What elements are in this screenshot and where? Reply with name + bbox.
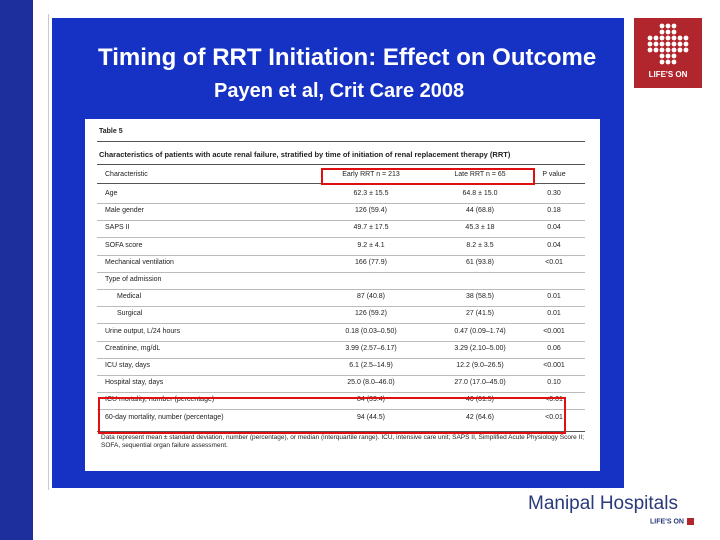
table-bottom-rule (97, 431, 585, 432)
row-late-value: 27 (41.5) (465, 310, 495, 318)
row-rule (97, 375, 585, 376)
row-early-value: 126 (59.4) (355, 207, 387, 215)
row-p-value: <0.001 (543, 362, 565, 369)
row-rule (97, 323, 585, 325)
row-late-value: 3.29 (2.10–5.00) (454, 344, 506, 352)
logo-text: LIFE'S ON (648, 70, 688, 79)
row-label: SOFA score (105, 241, 143, 249)
row-early-value: 62.3 ± 15.5 (353, 190, 389, 197)
row-late-value: 42 (64.6) (465, 413, 495, 421)
row-rule (97, 392, 585, 394)
row-label: Surgical (117, 310, 143, 318)
row-late-value: 27.0 (17.0–45.0) (454, 379, 506, 387)
left-accent-bar (0, 0, 33, 540)
row-label: ICU mortality, number (percentage) (105, 396, 215, 404)
row-late-value: 61 (93.8) (465, 258, 495, 266)
row-early-value: 84 (39.4) (356, 396, 386, 404)
row-late-value: 45.3 ± 18 (465, 224, 495, 232)
row-early-value: 0.18 (0.03–0.50) (345, 327, 397, 335)
header-early-rrt: Early RRT n = 213 (342, 171, 400, 178)
row-early-value: 6.1 (2.5–14.9) (349, 362, 393, 369)
row-p-value: <0.01 (545, 413, 563, 421)
row-late-value: 8.2 ± 3.5 (466, 241, 494, 249)
table-caption: Characteristics of patients with acute r… (99, 150, 511, 159)
table-image: Table 5 Characteristics of patients with… (85, 119, 600, 471)
row-label: Medical (117, 293, 142, 301)
row-rule (97, 289, 585, 290)
row-p-value: 0.18 (547, 207, 561, 215)
header-late-rrt: Late RRT n = 65 (454, 171, 506, 178)
caption-rule (97, 164, 585, 165)
row-label: Hospital stay, days (105, 379, 164, 387)
row-early-value: 3.99 (2.57–6.17) (345, 344, 397, 352)
table-top-rule (97, 141, 585, 142)
brand-square-icon (686, 518, 694, 525)
row-rule (97, 271, 585, 273)
row-p-value: <0.01 (545, 258, 563, 266)
row-late-value: 44 (68.8) (465, 207, 495, 215)
row-late-value: 12.2 (9.0–26.5) (456, 362, 504, 369)
row-label: Male gender (105, 207, 144, 215)
row-early-value: 9.2 ± 4.1 (357, 241, 385, 249)
row-p-value: 0.01 (547, 293, 561, 301)
highlight-rrt-columns (321, 168, 535, 185)
row-label: Age (105, 190, 118, 197)
table-label: Table 5 (99, 128, 123, 135)
row-late-value: 0.47 (0.09–1.74) (454, 327, 506, 335)
row-late-value: 38 (58.5) (465, 293, 495, 301)
row-early-value: 25.0 (8.0–46.0) (347, 379, 395, 387)
row-p-value: 0.04 (547, 241, 561, 249)
row-p-value: 0.04 (547, 224, 561, 232)
row-p-value: <0.001 (543, 327, 565, 335)
header-p-value: P value (542, 171, 566, 178)
vertical-divider (48, 14, 49, 490)
row-rule (97, 203, 585, 204)
row-p-value: <0.01 (545, 396, 563, 404)
row-label: SAPS II (105, 224, 130, 232)
row-late-value: 40 (61.5) (465, 396, 495, 404)
highlight-mortality-rows (98, 397, 566, 434)
row-rule (97, 237, 585, 239)
row-label: ICU stay, days (105, 362, 150, 369)
row-late-value: 64.8 ± 15.0 (462, 190, 498, 197)
row-rule (97, 254, 585, 256)
row-p-value: 0.10 (547, 379, 561, 387)
logo-badge: LIFE'S ON (634, 18, 702, 88)
row-early-value: 126 (59.2) (355, 310, 387, 318)
footer-brand: Manipal Hospitals (528, 493, 678, 514)
row-label: Urine output, L/24 hours (105, 327, 181, 335)
row-p-value: 0.30 (547, 190, 561, 197)
row-p-value: 0.06 (547, 344, 561, 352)
dot-cross-logo-icon (647, 23, 689, 65)
row-early-value: 166 (77.9) (355, 258, 387, 266)
row-rule (97, 306, 585, 308)
row-early-value: 94 (44.5) (356, 413, 386, 421)
row-early-value: 49.7 ± 17.5 (353, 224, 389, 232)
table-footnote: Data represent mean ± standard deviation… (101, 434, 585, 449)
row-rule (97, 357, 585, 359)
row-rule (97, 340, 585, 342)
row-rule (97, 409, 585, 411)
slide-title: Timing of RRT Initiation: Effect on Outc… (98, 44, 597, 71)
row-rule (97, 220, 585, 222)
row-early-value: 87 (40.8) (356, 293, 386, 301)
row-p-value: 0.01 (547, 310, 561, 318)
footer-tagline-text: LIFE'S ON (650, 518, 684, 526)
row-label: Mechanical ventilation (105, 258, 174, 266)
footer-tagline: LIFE'S ON (650, 518, 694, 525)
row-label: 60-day mortality, number (percentage) (105, 413, 224, 421)
row-label: Type of admission (105, 276, 162, 283)
slide-subtitle: Payen et al, Crit Care 2008 (214, 80, 465, 102)
row-label: Creatinine, mg/dL (105, 344, 161, 352)
header-characteristic: Characteristic (105, 171, 148, 178)
